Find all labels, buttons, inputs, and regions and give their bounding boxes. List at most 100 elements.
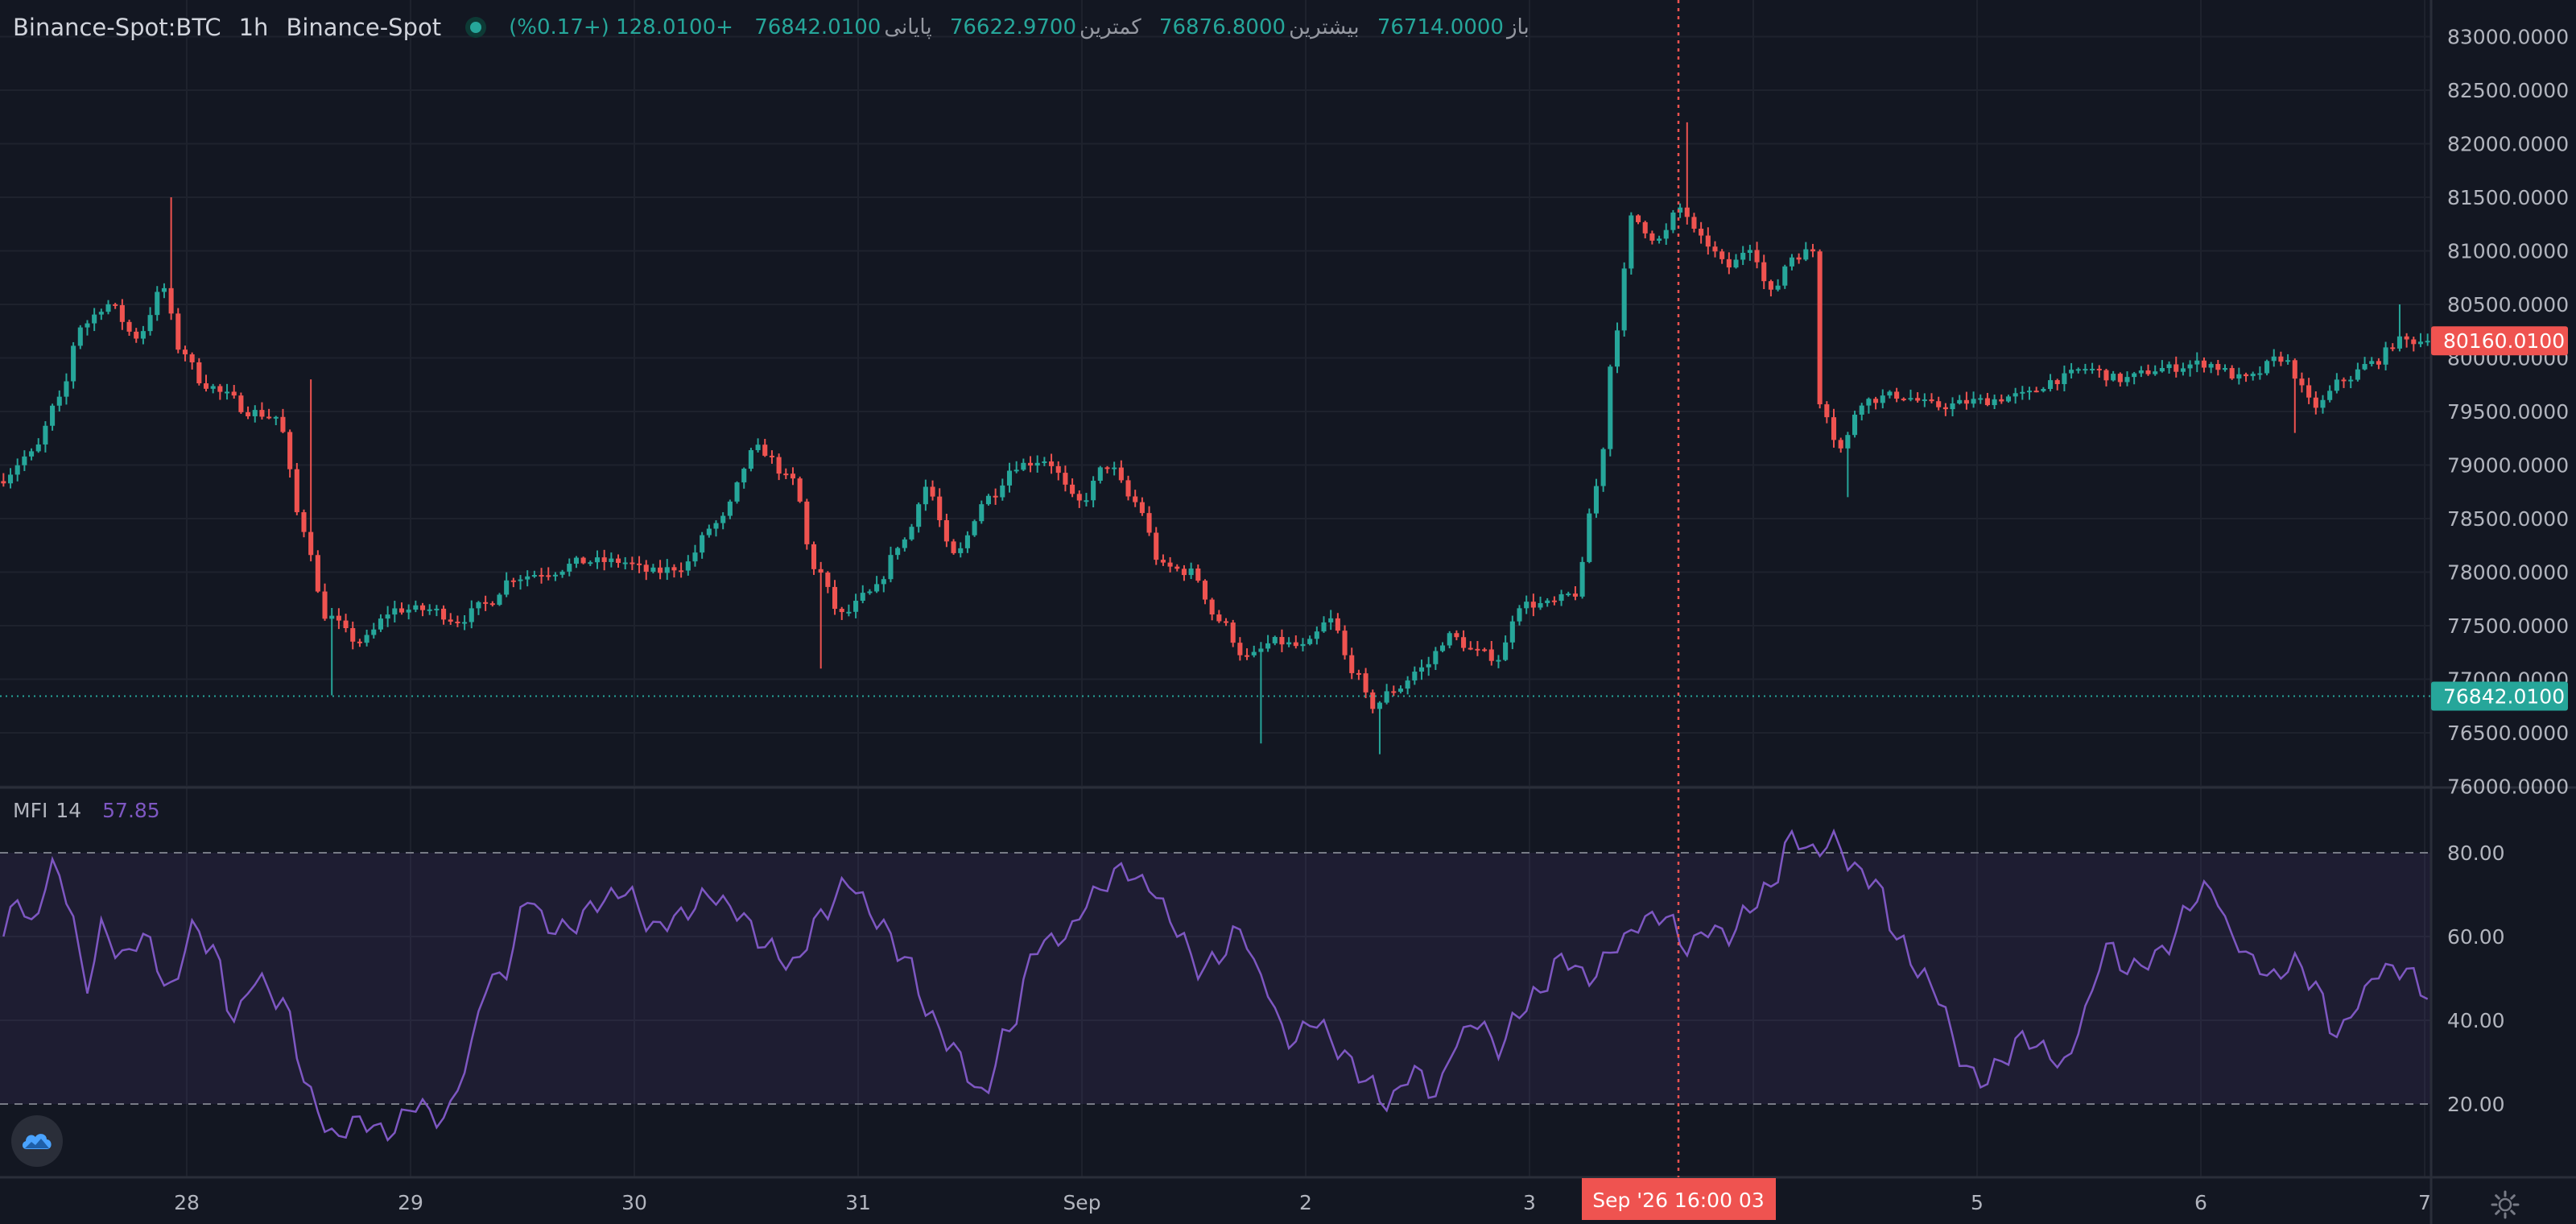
time-tick-label: 5 (1971, 1191, 1984, 1214)
candle-body (2215, 364, 2221, 370)
gear-icon[interactable] (2489, 1189, 2521, 1221)
candle-body (2083, 369, 2088, 371)
candle-body (1517, 608, 1522, 622)
candle-body (679, 570, 684, 573)
candle-body (1, 481, 6, 484)
candle-body (1468, 647, 1473, 650)
candle-body (1391, 691, 1397, 693)
indicator-param: 14 (56, 799, 82, 822)
candle-body (1663, 229, 1669, 239)
candle-body (1265, 643, 1271, 649)
candle-body (650, 567, 656, 572)
candle-body (1342, 631, 1348, 655)
candle-body (2090, 368, 2095, 370)
candle-body (1363, 673, 1368, 693)
last-price-label: 80160.0100 (2443, 329, 2565, 353)
low-value: 76622.9700 (949, 15, 1076, 39)
candle-body (2404, 336, 2409, 340)
candle-body (1908, 398, 1913, 400)
candle-body (2159, 368, 2165, 372)
candle-body (1775, 285, 1781, 290)
candle-body (943, 519, 949, 542)
candle-body (246, 411, 251, 416)
price-tick-label: 76500.0000 (2447, 722, 2569, 745)
candle-body (2306, 385, 2312, 398)
price-tick-label: 81000.0000 (2447, 240, 2569, 263)
mfi-tick-label: 40.00 (2447, 1009, 2505, 1032)
high-value: 76876.8000 (1158, 15, 1286, 39)
candle-body (923, 486, 928, 505)
candle-body (2201, 360, 2207, 368)
candle-body (378, 618, 383, 630)
candle-body (630, 562, 635, 564)
symbol-name[interactable]: Binance-Spot:BTC (13, 14, 221, 41)
change-value: +128.0100 (+0.17%) (509, 15, 733, 39)
candle-body (2153, 371, 2158, 374)
low-label: کمترین (1080, 15, 1141, 39)
indicator-name: MFI (13, 799, 48, 822)
candle-body (1999, 399, 2004, 402)
candle-body (1091, 480, 1096, 501)
candle-body (2075, 369, 2081, 371)
candle-body (818, 569, 824, 573)
candle-body (881, 579, 886, 585)
grid-lines (0, 0, 2431, 1177)
candle-body (1803, 249, 1809, 260)
candle-body (161, 287, 167, 292)
candle-body (441, 608, 447, 620)
candle-body (972, 521, 977, 536)
candle-body (1279, 637, 1285, 645)
candle-body (483, 602, 489, 604)
candle-body (1307, 639, 1313, 644)
candle-body (1181, 569, 1187, 576)
candle-body (1300, 643, 1306, 647)
candle-body (1174, 566, 1180, 569)
candle-body (1125, 480, 1131, 497)
candle-body (182, 349, 188, 355)
candle-body (1258, 648, 1264, 652)
candle-body (1286, 642, 1292, 645)
candle-body (1027, 462, 1034, 466)
candle-body (979, 504, 985, 522)
candle-body (1076, 494, 1082, 501)
candle-body (1021, 462, 1026, 470)
time-tick-label: 7 (2418, 1191, 2431, 1214)
mfi-tick-label: 20.00 (2447, 1093, 2505, 1116)
candle-body (126, 321, 132, 332)
price-tick-label: 80500.0000 (2447, 293, 2569, 316)
candle-body (301, 512, 307, 532)
last-price-badge (2431, 326, 2568, 356)
candle-body (1971, 399, 1976, 404)
candle-body (573, 557, 579, 564)
candle-body (510, 580, 516, 582)
candle-body (427, 609, 432, 611)
candle-body (860, 593, 865, 602)
price-tick-label: 76000.0000 (2447, 775, 2569, 799)
candle-body (601, 557, 607, 562)
candle-body (2180, 368, 2186, 372)
candle-body (385, 614, 390, 619)
candle-body (567, 564, 572, 572)
candle-body (588, 562, 593, 564)
candle-body (951, 541, 956, 553)
candle-body (1922, 399, 1927, 402)
candle-body (1678, 207, 1683, 213)
time-tick-label: Sep (1063, 1191, 1100, 1214)
candle-body (92, 314, 97, 324)
mfi-band-fill (0, 853, 2431, 1104)
candle-body (769, 455, 774, 457)
candle-body (1482, 649, 1488, 651)
candle-body (853, 601, 859, 612)
candle-body (902, 539, 907, 548)
candle-body (1272, 637, 1278, 643)
candle-body (2013, 393, 2018, 397)
indicator-legend[interactable]: MFI 14 57.85 (13, 799, 160, 822)
candle-body (1349, 655, 1355, 673)
timeframe-label[interactable]: 1h (238, 14, 269, 41)
candle-body (462, 622, 468, 624)
candle-body (1154, 532, 1159, 560)
cloud-logo-icon[interactable] (11, 1115, 63, 1167)
candle-body (469, 608, 474, 622)
